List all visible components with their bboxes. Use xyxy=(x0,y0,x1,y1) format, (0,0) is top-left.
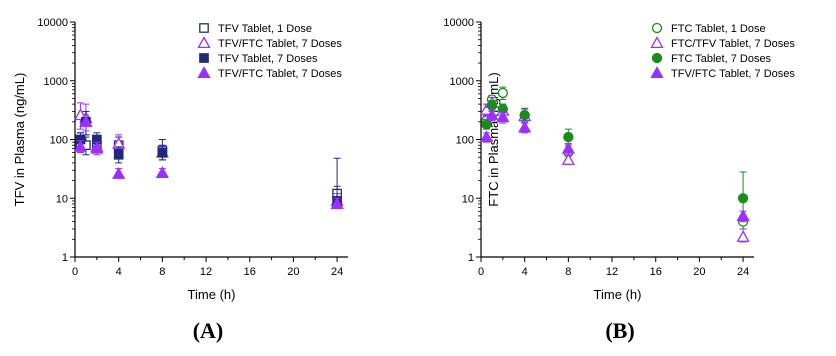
y-tick-label: 10000 xyxy=(443,17,474,29)
legend: FTC Tablet, 1 Dose FTC/TFV Tablet, 7 Dose… xyxy=(650,22,795,80)
y-tick-label: 1000 xyxy=(450,76,474,88)
y-tick-label: 10 xyxy=(462,193,474,205)
data-point xyxy=(479,130,494,143)
data-point xyxy=(155,166,169,178)
x-tick-label: 24 xyxy=(737,266,749,278)
series-2 xyxy=(75,110,342,208)
series-3 xyxy=(479,108,750,223)
legend: TFV Tablet, 1 Dose TFV/FTC Tablet, 7 Dose… xyxy=(197,23,342,80)
legend-label: FTC Tablet, 1 Dose xyxy=(671,23,766,35)
data-point xyxy=(485,108,499,121)
x-tick-label: 0 xyxy=(72,266,78,278)
data-point xyxy=(330,197,344,209)
x-tick-label: 24 xyxy=(331,266,343,278)
y-tick-label: 100 xyxy=(456,135,474,147)
legend-item: FTC Tablet, 1 Dose xyxy=(651,22,766,35)
x-tick-label: 4 xyxy=(522,266,528,278)
x-axis-label: Time (h) xyxy=(594,287,642,302)
legend-label: FTC Tablet, 7 Doses xyxy=(671,53,772,65)
chart-panel-a: 0 4 8 12 16 20 24 1 10 100 1000 10000 Time (h) TFV in… xyxy=(12,17,348,343)
y-tick-label: 10000 xyxy=(37,17,68,29)
x-tick-label: 12 xyxy=(606,266,618,278)
x-tick-label: 16 xyxy=(650,266,662,278)
data-point xyxy=(113,149,124,160)
legend-item: TFV Tablet, 7 Doses xyxy=(199,53,318,65)
y-axis-label: TFV in Plasma (ng/mL) xyxy=(12,73,27,207)
legend-marker xyxy=(197,36,211,49)
data-point xyxy=(73,140,88,152)
legend-item: FTC/TFV Tablet, 7 Doses xyxy=(650,36,795,50)
x-tick-label: 20 xyxy=(287,266,299,278)
data-point xyxy=(736,230,750,242)
y-tick-label: 1000 xyxy=(44,76,68,88)
legend-item: TFV/FTC Tablet, 7 Doses xyxy=(197,36,342,50)
y-tick-label: 100 xyxy=(50,135,68,147)
panel-label: (A) xyxy=(193,318,224,343)
series-3 xyxy=(73,114,344,209)
data-point xyxy=(112,167,126,179)
x-tick-label: 0 xyxy=(478,266,484,278)
data-point xyxy=(497,87,508,99)
legend-label: TFV Tablet, 1 Dose xyxy=(218,23,312,35)
data-point xyxy=(561,153,575,165)
data-point xyxy=(519,109,530,121)
legend-item: TFV/FTC Tablet, 7 Doses xyxy=(650,66,795,80)
data-point xyxy=(563,131,574,143)
y-tick-label: 1 xyxy=(62,252,68,264)
x-tick-label: 20 xyxy=(693,266,705,278)
panel-label: (B) xyxy=(605,318,634,343)
legend-label: TFV Tablet, 7 Doses xyxy=(218,53,318,65)
data-point xyxy=(518,120,532,133)
x-tick-label: 8 xyxy=(565,266,571,278)
x-axis-label: Time (h) xyxy=(188,287,236,302)
legend-item: TFV Tablet, 1 Dose xyxy=(199,23,312,35)
data-point xyxy=(736,209,750,221)
legend-item: TFV/FTC Tablet, 7 Doses xyxy=(197,66,342,80)
x-tick-label: 8 xyxy=(159,266,165,278)
legend-marker xyxy=(650,66,664,79)
legend-marker xyxy=(651,52,663,64)
data-point xyxy=(157,147,168,158)
legend-label: TFV/FTC Tablet, 7 Doses xyxy=(218,38,342,50)
data-point xyxy=(496,110,510,123)
series-2 xyxy=(481,100,749,217)
data-point xyxy=(561,141,575,154)
y-tick-label: 1 xyxy=(468,252,474,264)
legend-marker xyxy=(650,36,664,49)
legend-marker xyxy=(199,23,209,33)
legend-item: FTC Tablet, 7 Doses xyxy=(651,52,772,65)
data-point xyxy=(79,114,93,127)
legend-marker xyxy=(197,66,211,79)
x-tick-label: 12 xyxy=(200,266,212,278)
data-point xyxy=(481,119,492,130)
data-point xyxy=(737,193,749,204)
legend-marker xyxy=(651,22,663,34)
data-point xyxy=(90,141,104,154)
series-1 xyxy=(479,96,750,243)
legend-label: FTC/TFV Tablet, 7 Doses xyxy=(671,38,795,50)
legend-marker xyxy=(199,53,209,63)
x-tick-label: 4 xyxy=(116,266,122,278)
y-tick-label: 10 xyxy=(56,193,68,205)
legend-label: TFV/FTC Tablet, 7 Doses xyxy=(218,68,342,80)
x-tick-label: 16 xyxy=(244,266,256,278)
legend-label: TFV/FTC Tablet, 7 Doses xyxy=(671,68,795,80)
